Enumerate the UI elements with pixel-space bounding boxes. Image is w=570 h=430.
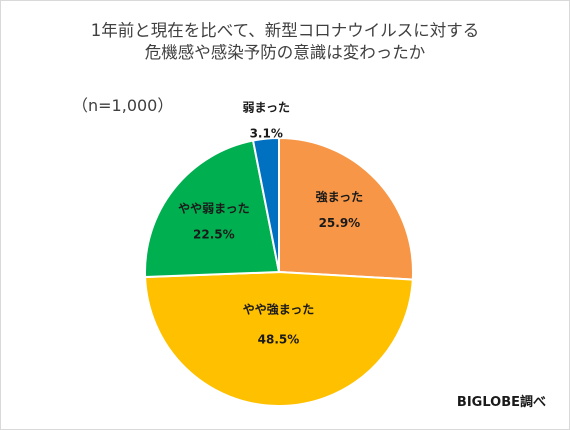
chart-title-line-2: 危機感や感染予防の意識は変わったか [144,43,426,62]
slice-category-label: 弱まった [242,99,290,114]
source-credit: BIGLOBE調べ [456,395,546,410]
slice-category-label: やや強まった [243,302,315,317]
pie-slice-3 [144,139,281,279]
pie-slice-1 [278,136,414,281]
slice-value-label: 25.9% [319,216,361,230]
sample-size-note: （n=1,000） [72,96,174,115]
pie-slice-2 [144,270,414,407]
chart-title-line-1: 1年前と現在を比べて、新型コロナウイルスに対する [90,21,480,40]
pie-slice-4 [251,136,280,273]
pie-labels: 強まった 25.9% やや強まった 48.5% やや弱まった 22.5% 弱まった 3.1% [178,99,363,346]
slice-category-label: やや弱まった [178,200,250,215]
chart-title: 1年前と現在を比べて、新型コロナウイルスに対する 危機感や感染予防の意識は変わっ… [0,20,570,64]
slice-value-label: 48.5% [258,333,300,347]
slice-category-label: 強まった [316,189,364,204]
slice-value-label: 22.5% [193,227,235,241]
slice-value-label: 3.1% [250,126,283,140]
pie-slices [144,136,414,407]
